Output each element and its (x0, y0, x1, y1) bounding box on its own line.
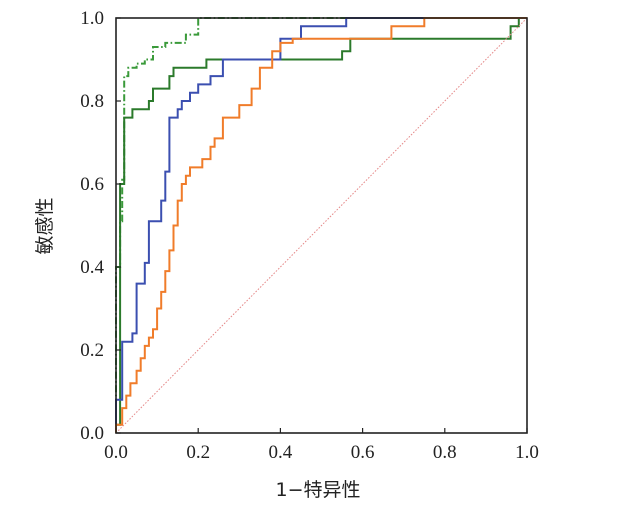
roc-curve-4 (115, 17, 527, 433)
plot-frame (115, 17, 528, 434)
x-tick-label: 0.4 (269, 442, 293, 463)
y-tick-label: 0.6 (80, 174, 104, 195)
x-tick-label: 0.6 (351, 442, 375, 463)
roc-curve-1 (115, 17, 527, 433)
x-tick-label: 1.0 (515, 442, 539, 463)
y-tick-label: 0.8 (80, 91, 104, 112)
axis-ticks (115, 17, 528, 434)
x-tick-label: 0.8 (433, 442, 457, 463)
plot-lines (115, 17, 528, 434)
roc-curve-2 (115, 17, 527, 433)
x-tick-label: 0.2 (186, 442, 210, 463)
x-tick-label: 0.0 (104, 442, 128, 463)
y-axis-title: 敏感性 (34, 197, 56, 254)
roc-curve-5 (115, 17, 528, 434)
y-tick-label: 0.2 (80, 340, 104, 361)
y-tick-label: 0.0 (80, 423, 104, 444)
x-axis-title: 1−特异性 (275, 479, 360, 501)
roc-curve-3 (115, 17, 527, 433)
y-tick-label: 1.0 (80, 8, 104, 29)
y-tick-label: 0.4 (80, 257, 104, 278)
